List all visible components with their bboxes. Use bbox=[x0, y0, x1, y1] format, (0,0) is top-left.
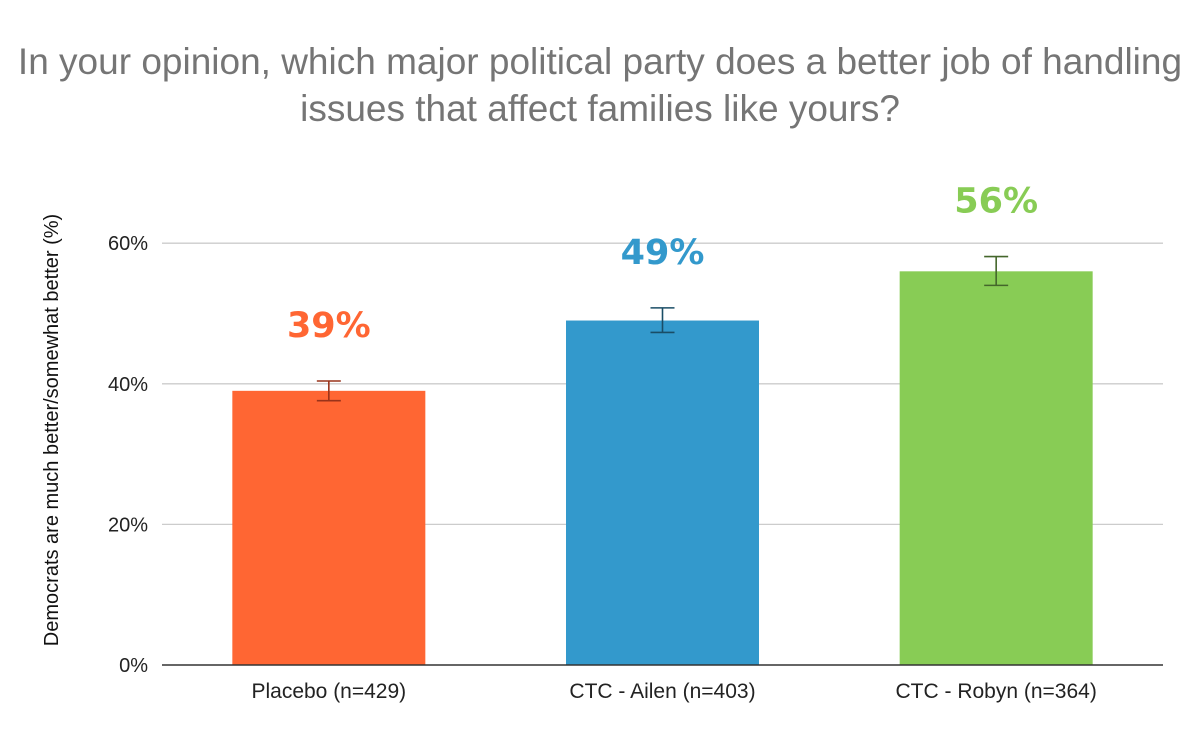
y-axis-label: Democrats are much better/somewhat bette… bbox=[41, 214, 63, 646]
y-tick-label: 20% bbox=[108, 514, 148, 536]
y-tick-label: 40% bbox=[108, 374, 148, 396]
x-category-label: CTC - Robyn (n=364) bbox=[896, 680, 1097, 703]
bar-1 bbox=[232, 390, 426, 665]
bars bbox=[232, 271, 1093, 665]
x-category-label: Placebo (n=429) bbox=[251, 680, 406, 703]
data-label-3: 56% bbox=[954, 182, 1038, 222]
y-tick-label: 0% bbox=[119, 655, 148, 677]
data-label-1: 39% bbox=[287, 306, 371, 346]
x-category-label: CTC - Ailen (n=403) bbox=[569, 680, 755, 703]
chart-title: In your opinion, which major political p… bbox=[17, 41, 1183, 129]
y-tick-label: 60% bbox=[108, 233, 148, 255]
data-label-2: 49% bbox=[621, 233, 705, 273]
data-labels: 39% 49% 56% bbox=[287, 182, 1038, 346]
error-bars bbox=[316, 255, 1009, 402]
axes: 0% 20% 40% 60% Placebo (n=429) CTC - Ailen (n… bbox=[108, 233, 1163, 703]
bar-3 bbox=[899, 271, 1093, 665]
bar-2 bbox=[566, 320, 759, 665]
